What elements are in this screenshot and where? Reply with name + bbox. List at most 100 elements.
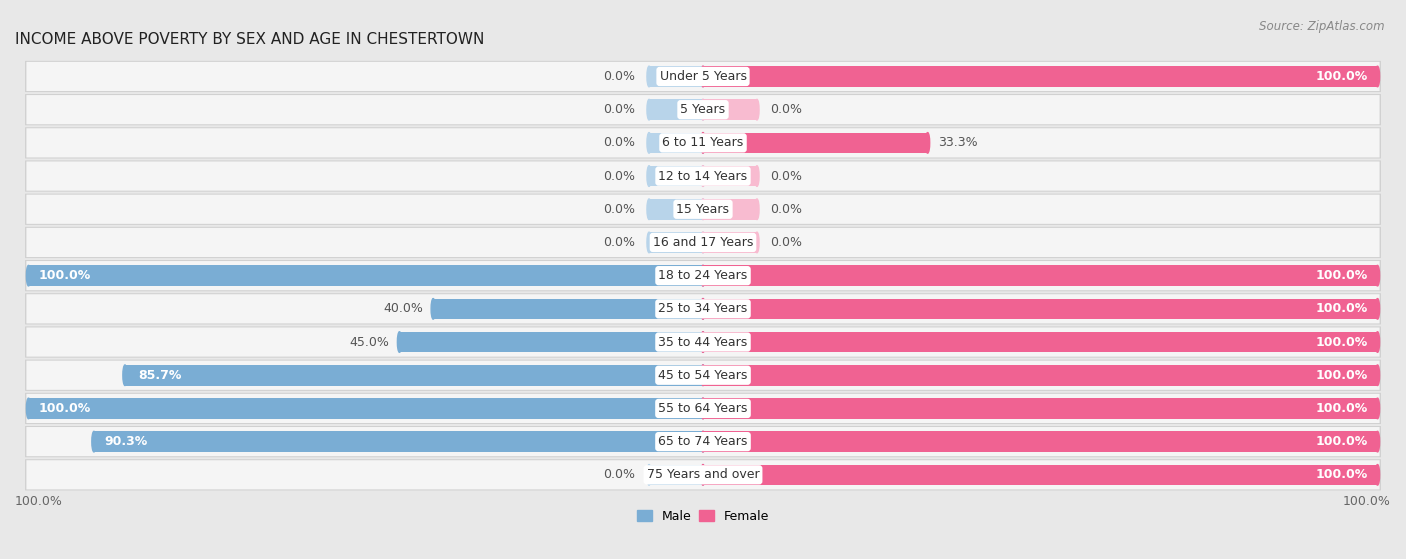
Circle shape: [398, 331, 402, 352]
Text: 45 to 54 Years: 45 to 54 Years: [658, 369, 748, 382]
FancyBboxPatch shape: [27, 460, 1379, 490]
Circle shape: [702, 465, 704, 485]
Text: 5 Years: 5 Years: [681, 103, 725, 116]
Text: 65 to 74 Years: 65 to 74 Years: [658, 435, 748, 448]
Circle shape: [702, 100, 704, 120]
Bar: [650, 100, 703, 120]
Circle shape: [702, 266, 704, 286]
Circle shape: [702, 166, 704, 186]
FancyBboxPatch shape: [25, 127, 1381, 158]
Bar: [703, 132, 928, 153]
Text: 0.0%: 0.0%: [603, 136, 636, 149]
Circle shape: [702, 331, 704, 352]
Circle shape: [1375, 331, 1379, 352]
Bar: [433, 299, 703, 319]
Circle shape: [755, 166, 759, 186]
FancyBboxPatch shape: [25, 193, 1381, 225]
Text: 0.0%: 0.0%: [603, 236, 636, 249]
FancyBboxPatch shape: [25, 359, 1381, 391]
Text: 90.3%: 90.3%: [104, 435, 148, 448]
Bar: [650, 66, 703, 87]
Text: 100.0%: 100.0%: [1315, 468, 1368, 481]
Text: 0.0%: 0.0%: [603, 203, 636, 216]
Text: 0.0%: 0.0%: [603, 70, 636, 83]
Circle shape: [702, 232, 704, 253]
Text: 55 to 64 Years: 55 to 64 Years: [658, 402, 748, 415]
Bar: [94, 432, 703, 452]
Circle shape: [702, 199, 704, 220]
Text: 0.0%: 0.0%: [603, 169, 636, 183]
Bar: [399, 331, 703, 352]
FancyBboxPatch shape: [25, 326, 1381, 358]
Text: 100.0%: 100.0%: [15, 495, 63, 508]
Circle shape: [702, 166, 704, 186]
FancyBboxPatch shape: [27, 261, 1379, 290]
Circle shape: [1375, 66, 1379, 87]
Circle shape: [647, 465, 651, 485]
Circle shape: [702, 365, 704, 386]
Circle shape: [1375, 299, 1379, 319]
Text: 0.0%: 0.0%: [770, 103, 803, 116]
FancyBboxPatch shape: [25, 393, 1381, 424]
Text: 100.0%: 100.0%: [1315, 402, 1368, 415]
Circle shape: [702, 199, 704, 220]
Bar: [703, 465, 1378, 485]
FancyBboxPatch shape: [27, 95, 1379, 124]
Bar: [703, 365, 1378, 386]
Text: 100.0%: 100.0%: [1315, 269, 1368, 282]
Circle shape: [702, 66, 704, 87]
Text: 0.0%: 0.0%: [770, 203, 803, 216]
Text: 0.0%: 0.0%: [603, 103, 636, 116]
FancyBboxPatch shape: [25, 61, 1381, 92]
Circle shape: [702, 232, 704, 253]
Text: 40.0%: 40.0%: [384, 302, 423, 315]
FancyBboxPatch shape: [27, 427, 1379, 456]
Text: 85.7%: 85.7%: [138, 369, 181, 382]
Circle shape: [647, 232, 651, 253]
Text: 0.0%: 0.0%: [770, 236, 803, 249]
Circle shape: [702, 299, 704, 319]
Bar: [650, 465, 703, 485]
Text: 0.0%: 0.0%: [603, 468, 636, 481]
Bar: [703, 166, 756, 186]
Bar: [650, 199, 703, 220]
Circle shape: [1375, 365, 1379, 386]
FancyBboxPatch shape: [25, 293, 1381, 324]
FancyBboxPatch shape: [27, 294, 1379, 324]
Bar: [28, 266, 703, 286]
Circle shape: [702, 432, 704, 452]
Text: 100.0%: 100.0%: [1315, 302, 1368, 315]
FancyBboxPatch shape: [25, 260, 1381, 291]
Text: Source: ZipAtlas.com: Source: ZipAtlas.com: [1260, 20, 1385, 32]
Text: 16 and 17 Years: 16 and 17 Years: [652, 236, 754, 249]
Circle shape: [91, 432, 96, 452]
Text: 6 to 11 Years: 6 to 11 Years: [662, 136, 744, 149]
FancyBboxPatch shape: [27, 62, 1379, 91]
Text: 33.3%: 33.3%: [938, 136, 977, 149]
Circle shape: [702, 465, 704, 485]
Bar: [703, 398, 1378, 419]
Text: 35 to 44 Years: 35 to 44 Years: [658, 335, 748, 349]
Text: 100.0%: 100.0%: [1315, 70, 1368, 83]
Bar: [703, 66, 1378, 87]
Circle shape: [122, 365, 127, 386]
FancyBboxPatch shape: [27, 128, 1379, 158]
Text: 100.0%: 100.0%: [1343, 495, 1391, 508]
Circle shape: [702, 66, 704, 87]
Circle shape: [702, 100, 704, 120]
Circle shape: [755, 199, 759, 220]
Bar: [703, 232, 756, 253]
Circle shape: [702, 398, 704, 419]
FancyBboxPatch shape: [27, 228, 1379, 257]
Bar: [125, 365, 703, 386]
Circle shape: [27, 266, 31, 286]
Circle shape: [925, 132, 929, 153]
Circle shape: [702, 132, 704, 153]
Text: 25 to 34 Years: 25 to 34 Years: [658, 302, 748, 315]
Bar: [703, 432, 1378, 452]
Circle shape: [27, 398, 31, 419]
Text: 100.0%: 100.0%: [1315, 369, 1368, 382]
Circle shape: [1375, 465, 1379, 485]
Circle shape: [1375, 266, 1379, 286]
Bar: [650, 232, 703, 253]
